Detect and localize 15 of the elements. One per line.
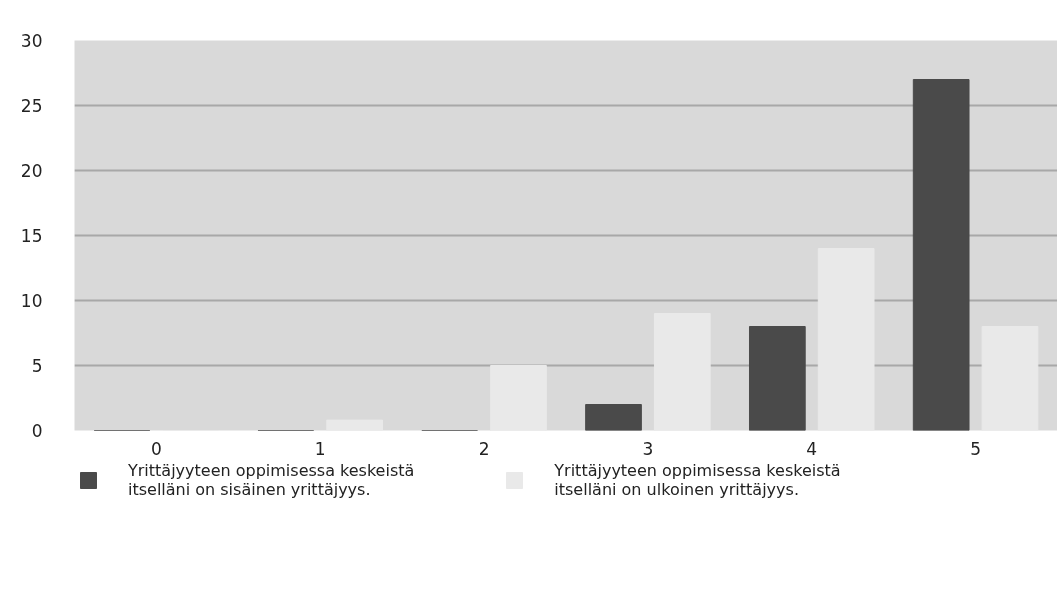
y-tick-label: 25 xyxy=(20,96,43,116)
y-tick-label: 30 xyxy=(20,31,43,51)
x-tick-label: 0 xyxy=(151,438,162,459)
legend-label: Yrittäjyyteen oppimisessa keskeistä itselläni on sisäinen yrittäjyys. xyxy=(128,461,415,499)
y-tick-label: 5 xyxy=(31,356,43,376)
y-tick-label: 15 xyxy=(20,226,43,246)
x-tick-label: 4 xyxy=(806,438,818,459)
x-tick-label: 5 xyxy=(970,438,981,459)
y-tick-label: 20 xyxy=(20,161,43,181)
x-tick-label: 2 xyxy=(478,438,490,459)
x-tick-label: 3 xyxy=(642,438,654,459)
y-tick-label: 10 xyxy=(20,291,43,311)
x-tick-label: 1 xyxy=(314,438,326,459)
legend-label: Yrittäjyyteen oppimisessa keskeistä itselläni on ulkoinen yrittäjyys. xyxy=(554,461,841,499)
y-tick-label: 0 xyxy=(31,421,43,441)
